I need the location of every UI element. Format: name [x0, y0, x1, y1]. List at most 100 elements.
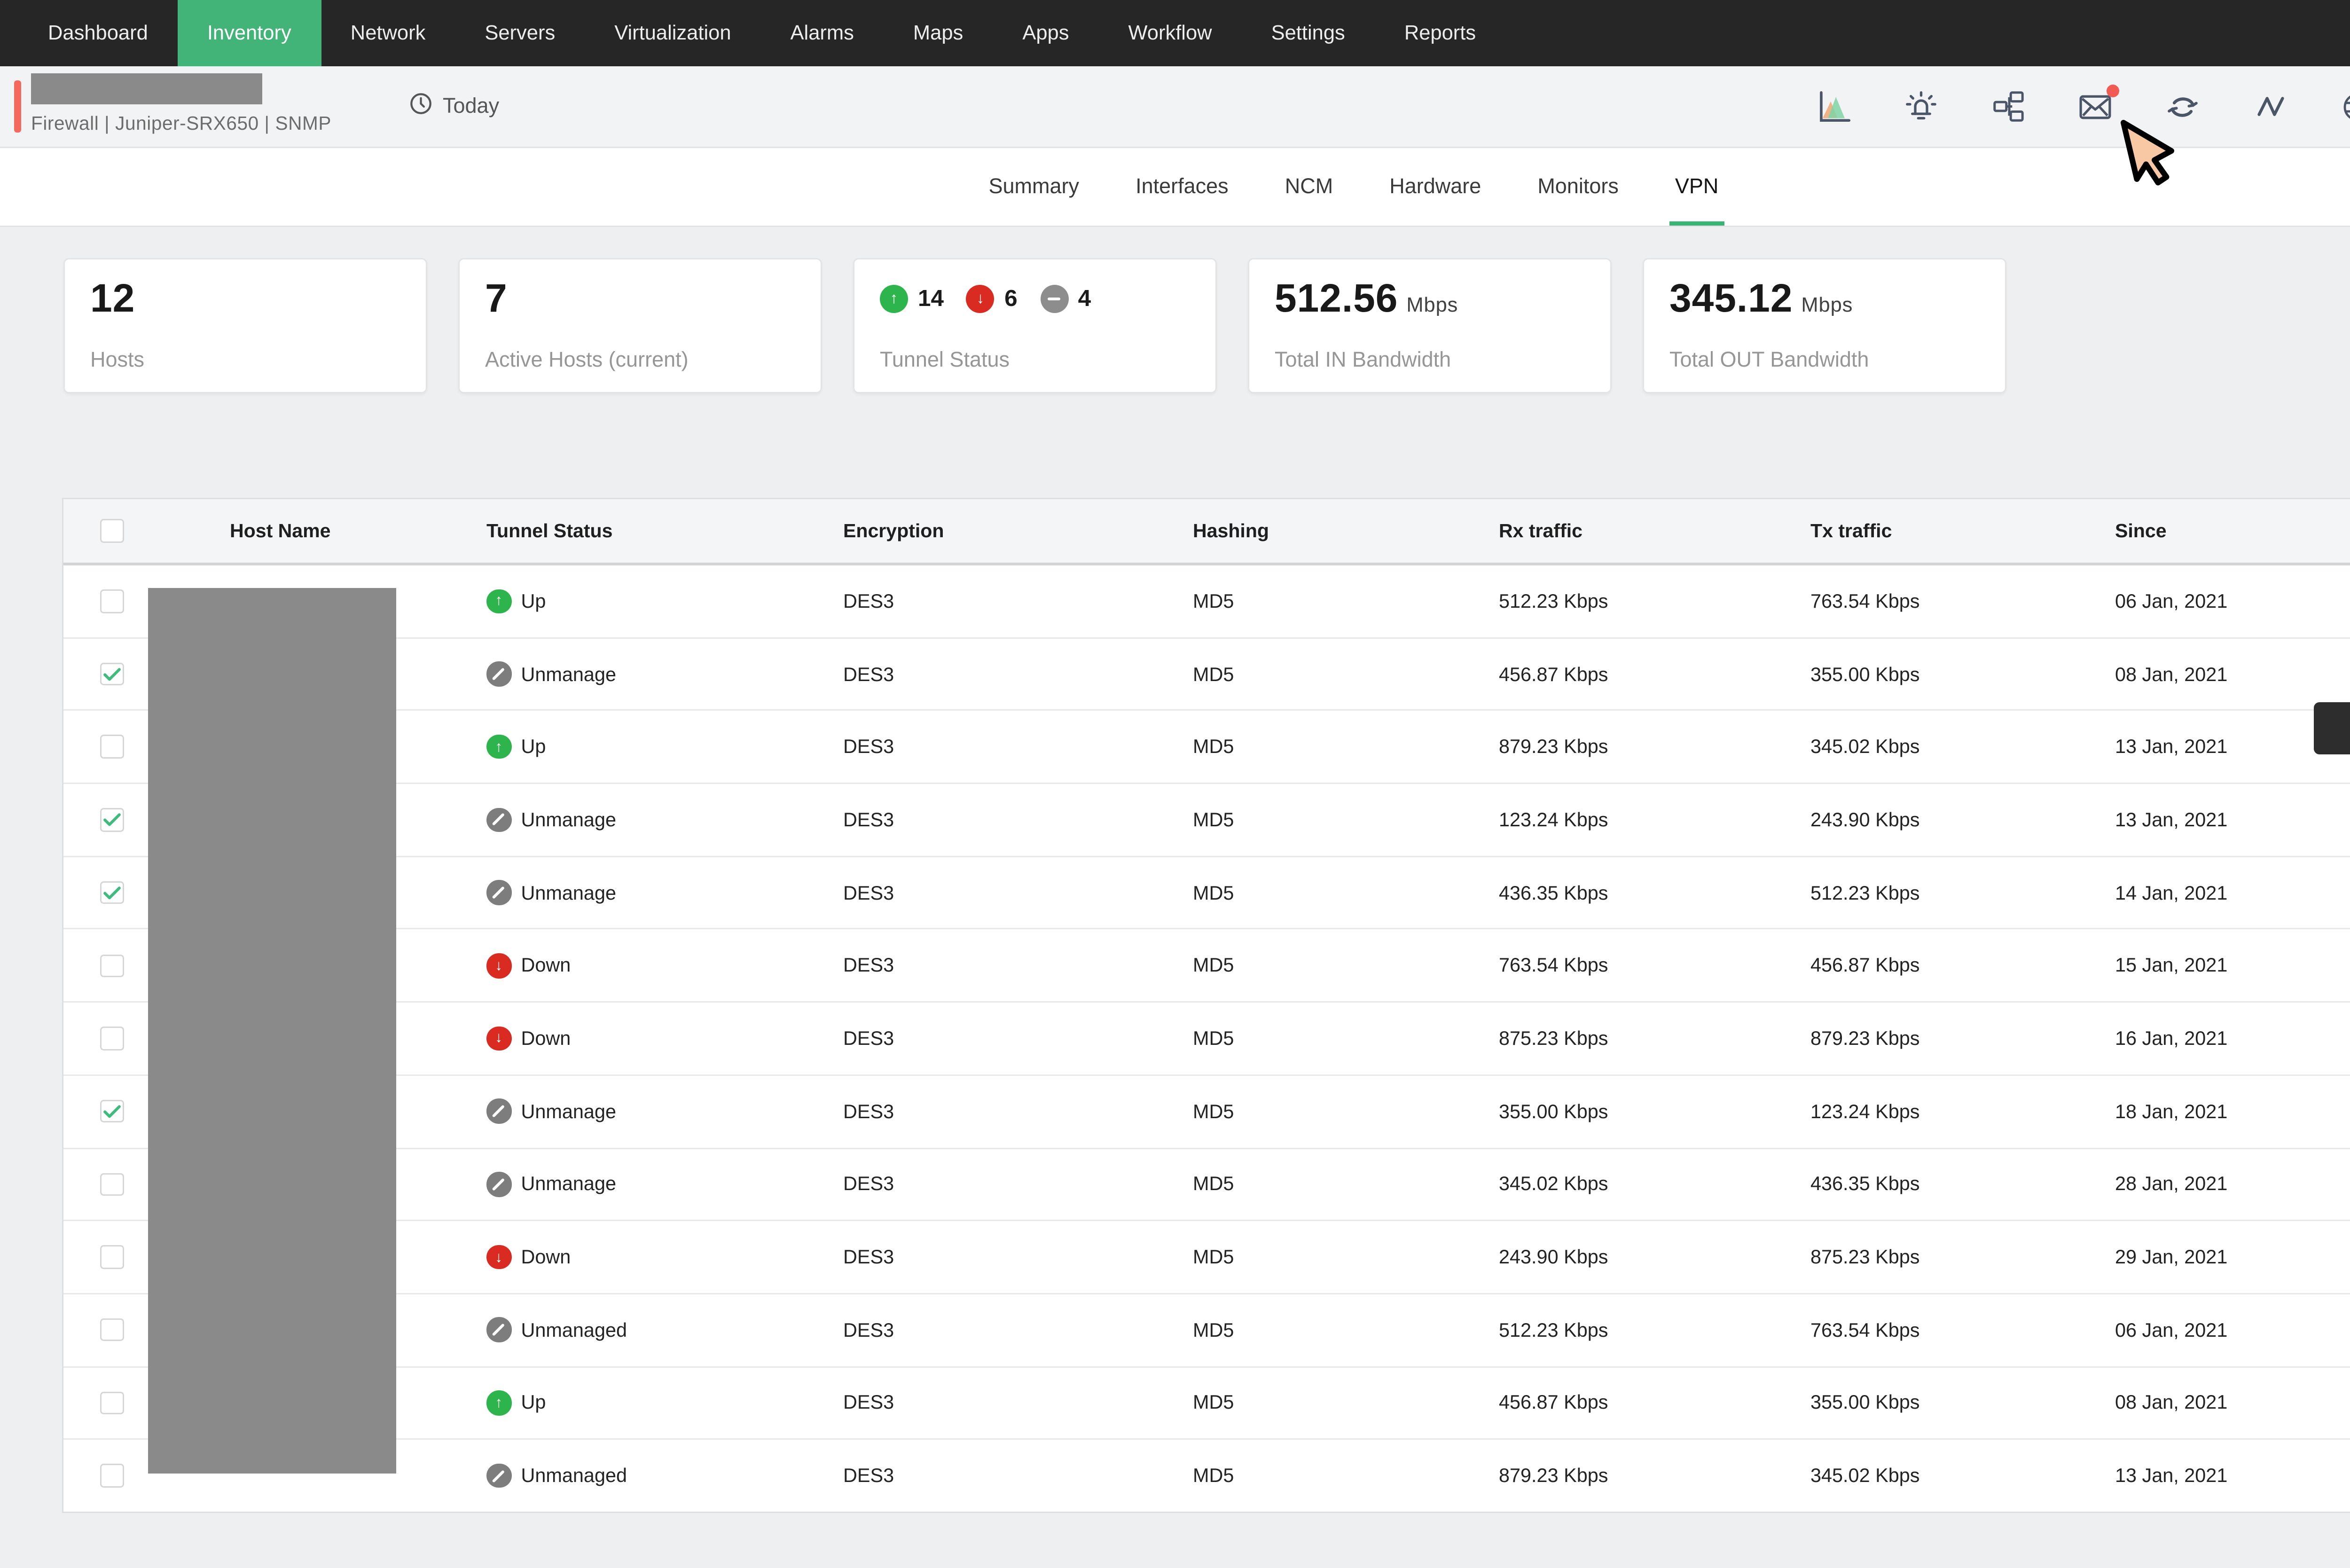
tx-traffic-cell: 456.87 Kbps — [1810, 955, 1920, 976]
tab-interfaces[interactable]: Interfaces — [1136, 175, 1229, 199]
status-up-icon: ↑ — [486, 588, 511, 614]
col-rx-traffic: Rx traffic — [1499, 520, 1582, 541]
nav-item-reports[interactable]: Reports — [1404, 22, 1476, 45]
alarm-icon[interactable] — [1902, 88, 1939, 125]
status-label: Up — [521, 736, 546, 758]
tunnel-status-chips: ↑ 14 ↓ 6 4 — [880, 285, 1104, 313]
tx-traffic-cell: 879.23 Kbps — [1810, 1027, 1920, 1049]
in-bandwidth-value: 512.56 — [1275, 276, 1398, 320]
select-all-checkbox[interactable] — [100, 519, 124, 543]
rx-traffic-cell: 243.90 Kbps — [1499, 1247, 1608, 1268]
tx-traffic-cell: 763.54 Kbps — [1810, 1319, 1920, 1341]
rx-traffic-cell: 355.00 Kbps — [1499, 1100, 1608, 1122]
encryption-cell: DES3 — [843, 663, 894, 685]
status-unmanage-icon — [486, 1463, 511, 1489]
tunnel-down-icon: ↓ — [966, 285, 995, 313]
row-checkbox[interactable] — [100, 881, 124, 905]
rx-traffic-cell: 879.23 Kbps — [1499, 1465, 1608, 1487]
tab-hardware[interactable]: Hardware — [1389, 175, 1481, 199]
nav-item-network[interactable]: Network — [350, 22, 426, 45]
table-row: ↓ Down DES3 MD5 875.23 Kbps 879.23 Kbps 16 Jan… — [63, 1001, 2350, 1074]
row-checkbox[interactable] — [100, 808, 124, 831]
hostname-column-redacted — [148, 588, 396, 1474]
encryption-cell: DES3 — [843, 809, 894, 831]
hashing-cell: MD5 — [1193, 663, 1234, 685]
hashing-cell: MD5 — [1193, 1100, 1234, 1122]
tunnel-status-cell: Unmanage — [486, 880, 843, 905]
table-row: Unmanage DES3 MD5 456.87 Kbps 355.00 Kbps 08 … — [63, 637, 2350, 710]
row-checkbox[interactable] — [100, 1318, 124, 1342]
nav-item-settings[interactable]: Settings — [1271, 22, 1345, 45]
time-filter[interactable]: Today — [409, 66, 499, 147]
row-checkbox[interactable] — [100, 1027, 124, 1051]
tunnel-unmanaged-count: 4 — [1078, 285, 1091, 311]
tx-traffic-cell: 436.35 Kbps — [1810, 1174, 1920, 1195]
top-nav: Dashboard Inventory Network Servers Virtuali… — [0, 0, 2350, 66]
time-filter-label: Today — [443, 94, 500, 118]
col-encryption: Encryption — [843, 520, 944, 541]
status-label: Down — [521, 1027, 571, 1049]
row-checkbox[interactable] — [100, 1172, 124, 1196]
tunnel-status-cell: ↑ Up — [486, 734, 843, 760]
card-out-bandwidth: 345.12 Mbps Total OUT Bandwidth — [1643, 258, 2006, 393]
encryption-cell: DES3 — [843, 1027, 894, 1049]
hosts-value: 12 — [90, 276, 135, 320]
row-checkbox[interactable] — [100, 589, 124, 613]
tab-vpn[interactable]: VPN — [1669, 148, 1724, 226]
status-up-icon: ↑ — [486, 734, 511, 760]
card-tunnel-status: ↑ 14 ↓ 6 4 Tunnel Status — [853, 258, 1217, 393]
since-cell: 28 Jan, 2021 — [2115, 1174, 2228, 1195]
row-checkbox[interactable] — [100, 1464, 124, 1488]
mail-icon[interactable] — [2077, 84, 2119, 125]
summary-cards: 12 Hosts 7 Active Hosts (current) ↑ 14 ↓… — [63, 258, 2006, 393]
nav-item-apps[interactable]: Apps — [1022, 22, 1069, 45]
rx-traffic-cell: 456.87 Kbps — [1499, 1392, 1608, 1414]
pulse-icon[interactable] — [2252, 88, 2288, 125]
tunnel-status-cell: Unmanaged — [486, 1463, 843, 1489]
row-checkbox[interactable] — [100, 954, 124, 978]
table-row: Unmanage DES3 MD5 355.00 Kbps 123.24 Kbps 18 … — [63, 1074, 2350, 1147]
clock-icon — [409, 92, 433, 121]
since-cell: 16 Jan, 2021 — [2115, 1027, 2228, 1049]
row-checkbox[interactable] — [100, 1391, 124, 1415]
rx-traffic-cell: 345.02 Kbps — [1499, 1174, 1608, 1195]
device-name-redacted — [31, 73, 262, 104]
row-checkbox[interactable] — [100, 1099, 124, 1123]
nav-item-virtualization[interactable]: Virtualization — [614, 22, 731, 45]
nav-item-servers[interactable]: Servers — [485, 22, 556, 45]
tab-ncm[interactable]: NCM — [1285, 175, 1333, 199]
topology-icon[interactable] — [1990, 88, 2026, 125]
row-checkbox[interactable] — [100, 735, 124, 759]
status-label: Unmanage — [521, 1174, 617, 1195]
row-checkbox[interactable] — [100, 662, 124, 686]
tab-monitors[interactable]: Monitors — [1537, 175, 1619, 199]
hashing-cell: MD5 — [1193, 590, 1234, 612]
since-cell: 13 Jan, 2021 — [2115, 736, 2228, 758]
encryption-cell: DES3 — [843, 1392, 894, 1414]
nav-item-maps[interactable]: Maps — [913, 22, 964, 45]
out-bandwidth-value: 345.12 — [1669, 276, 1793, 320]
area-chart-icon[interactable] — [1815, 88, 1851, 125]
globe-icon[interactable] — [2339, 88, 2350, 125]
row-checkbox[interactable] — [100, 1245, 124, 1269]
status-label: Unmanaged — [521, 1319, 627, 1341]
device-tabs: Summary Interfaces NCM Hardware Monitors VPN — [0, 148, 2350, 227]
out-bandwidth-label: Total OUT Bandwidth — [1669, 348, 1869, 372]
status-unmanage-icon — [486, 880, 511, 905]
since-cell: 08 Jan, 2021 — [2115, 1392, 2228, 1414]
tab-summary[interactable]: Summary — [988, 175, 1080, 199]
nav-item-dashboard[interactable]: Dashboard — [48, 22, 148, 45]
col-host-name: Host Name — [230, 520, 331, 541]
since-cell: 29 Jan, 2021 — [2115, 1247, 2228, 1268]
nav-item-alarms[interactable]: Alarms — [790, 22, 854, 45]
rx-traffic-cell: 123.24 Kbps — [1499, 809, 1608, 831]
hashing-cell: MD5 — [1193, 1247, 1234, 1268]
since-cell: 08 Jan, 2021 — [2115, 663, 2228, 685]
sync-loop-icon[interactable] — [2164, 88, 2201, 125]
status-label: Unmanage — [521, 882, 617, 903]
tx-traffic-cell: 512.23 Kbps — [1810, 882, 1920, 903]
status-label: Unmanage — [521, 809, 617, 831]
nav-item-inventory[interactable]: Inventory — [177, 0, 321, 66]
nav-item-workflow[interactable]: Workflow — [1128, 22, 1212, 45]
